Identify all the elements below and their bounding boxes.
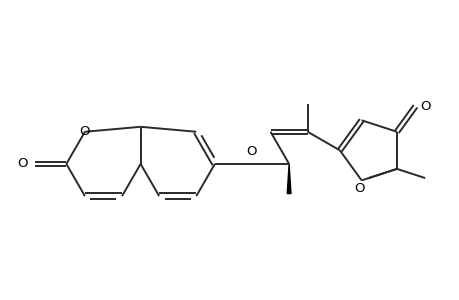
Text: O: O [246, 146, 257, 158]
Polygon shape [286, 164, 291, 194]
Text: O: O [419, 100, 430, 113]
Text: O: O [354, 182, 364, 195]
Text: O: O [17, 158, 28, 170]
Text: O: O [79, 125, 90, 138]
